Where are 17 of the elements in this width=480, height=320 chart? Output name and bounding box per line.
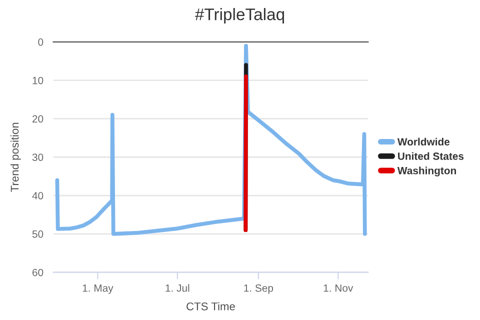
chart-title: #TripleTalaq xyxy=(195,8,284,24)
x-tick-label: 1. Nov xyxy=(324,284,354,292)
y-tick-label: 10 xyxy=(32,76,44,84)
x-tick-label: 1. Jul xyxy=(166,284,190,292)
y-tick-label: 40 xyxy=(32,192,44,200)
legend-label: United States xyxy=(398,152,464,160)
y-tick-label: 30 xyxy=(32,154,44,161)
legend-label: Worldwide xyxy=(397,138,450,146)
x-tick-label: 1. May xyxy=(82,284,114,294)
y-tick-label: 0 xyxy=(38,38,44,46)
y-tick-label: 50 xyxy=(32,230,44,238)
y-axis-title: Trend position xyxy=(10,122,21,192)
x-axis-title: CTS Time xyxy=(186,302,235,310)
y-tick-label: 20 xyxy=(32,115,44,123)
x-tick-label: 1. Sep xyxy=(244,284,274,294)
y-tick-label: 60 xyxy=(32,268,44,276)
legend-label: Washington xyxy=(397,166,456,176)
